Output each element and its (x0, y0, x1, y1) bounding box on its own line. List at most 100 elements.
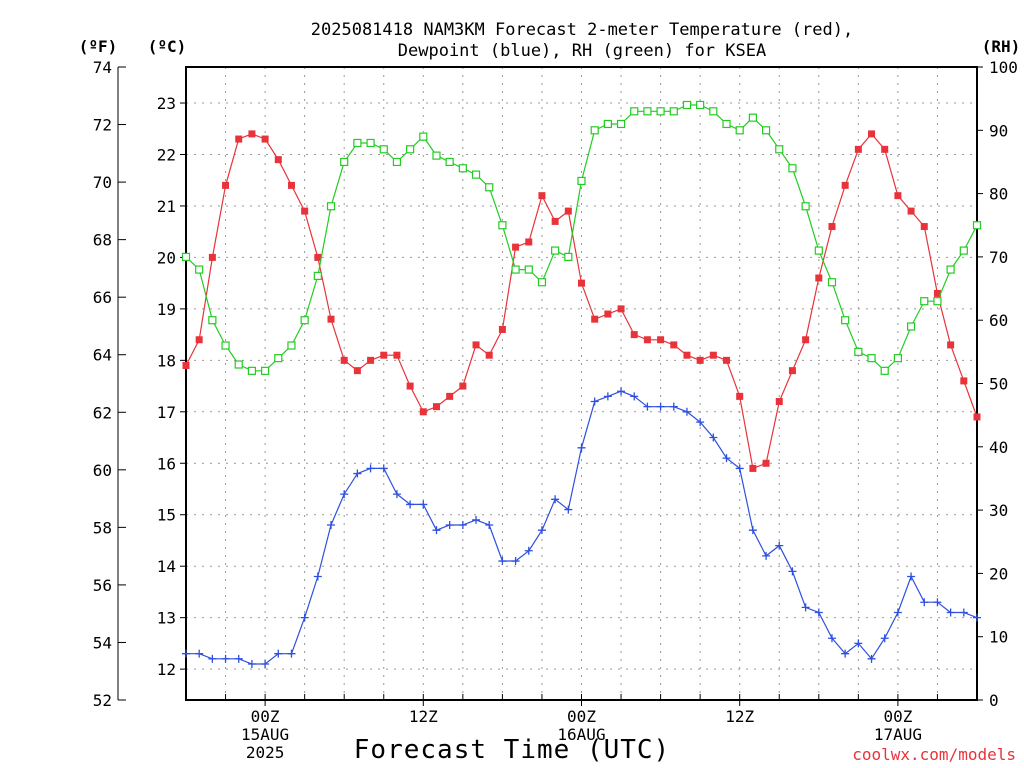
temperature-point (749, 464, 757, 472)
temperature-point (907, 207, 915, 215)
rh-point (300, 316, 309, 325)
credit-label: coolwx.com/models (852, 745, 1016, 764)
rh-point (485, 183, 494, 192)
rh-tick-label: 50 (989, 375, 1008, 394)
dewpoint-point (261, 659, 270, 668)
temperature-series (182, 130, 981, 472)
temperature-point (815, 274, 823, 282)
rh-point (775, 145, 784, 154)
x-tick-label: 00Z (883, 707, 912, 726)
dewpoint-point (472, 515, 481, 524)
rh-point (906, 322, 916, 331)
rh-point (221, 341, 230, 350)
dewpoint-point (445, 521, 454, 530)
rh-point (419, 132, 428, 141)
dewpoint-point (762, 551, 771, 560)
rh-point (603, 119, 612, 129)
temperature-point (446, 392, 454, 400)
rh-point (748, 113, 757, 122)
temperature-point (498, 325, 506, 333)
temperature-point (301, 207, 309, 215)
dewpoint-point (313, 572, 322, 581)
fahrenheit-tick-label: 66 (93, 288, 112, 307)
temperature-point (933, 289, 941, 297)
x-axis-title: Forecast Time (UTC) (354, 735, 670, 765)
dewpoint-point (274, 649, 283, 658)
x-tick-label: 17AUG (874, 725, 922, 744)
rh-unit-label: (RH) (982, 37, 1021, 56)
chart-title-line-1: 2025081418 NAM3KM Forecast 2-meter Tempe… (311, 20, 853, 40)
rh-point (353, 138, 362, 148)
dewpoint-point (458, 521, 467, 530)
dewpoint-point (748, 526, 757, 535)
dewpoint-point (327, 521, 336, 530)
dewpoint-series (182, 387, 981, 668)
dewpoint-point (735, 464, 744, 473)
temperature-point (604, 310, 612, 318)
temperature-point (512, 243, 520, 251)
celsius-tick-label: 23 (157, 94, 176, 113)
rh-point (761, 126, 771, 135)
fahrenheit-tick-label: 58 (93, 518, 112, 537)
dewpoint-point (379, 464, 388, 473)
rh-point (551, 246, 560, 255)
temperature-point (881, 145, 889, 153)
dewpoint-point (537, 526, 546, 535)
temperature-point (617, 305, 625, 313)
fahrenheit-tick-label: 72 (93, 116, 112, 135)
temperature-point (802, 336, 810, 344)
rh-point (972, 221, 982, 230)
rh-tick-label: 100 (989, 58, 1018, 77)
rh-line (185, 104, 978, 372)
dewpoint-point (959, 608, 968, 617)
rh-point (208, 316, 217, 325)
fahrenheit-tick-label: 62 (93, 403, 112, 422)
rh-point (643, 107, 652, 116)
rh-tick-label: 40 (989, 438, 1008, 457)
axes: 52 54 56 58 60 62 64 66 68 70 72 74 12 13 14 15 16 17 18 19… (93, 58, 1018, 710)
temperature-point (287, 181, 295, 189)
dewpoint-point (208, 654, 217, 663)
temperature-point (828, 223, 836, 231)
rh-point (801, 202, 810, 211)
celsius-tick-label: 15 (157, 506, 176, 525)
rh-point (577, 176, 586, 186)
rh-point (261, 366, 270, 375)
rh-point (406, 145, 415, 154)
data-series (181, 100, 982, 668)
dewpoint-point (511, 557, 520, 566)
temperature-point (723, 356, 731, 364)
temperature-point (261, 135, 269, 143)
dewpoint-point (221, 654, 230, 663)
rh-point (722, 119, 731, 129)
temperature-point (274, 156, 282, 164)
rh-point (181, 252, 191, 261)
dewpoint-point (801, 603, 810, 612)
rh-point (274, 354, 283, 363)
fahrenheit-tick-label: 70 (93, 173, 112, 192)
dewpoint-point (419, 500, 428, 509)
rh-point (458, 164, 467, 173)
temperature-point (406, 382, 414, 390)
rh-point (340, 157, 349, 167)
rh-point (920, 297, 929, 306)
dewpoint-point (722, 454, 731, 463)
dewpoint-point (340, 490, 349, 499)
temperature-point (775, 398, 783, 406)
rh-point (511, 265, 520, 274)
temperature-point (432, 403, 440, 411)
x-tick-label: 2025 (246, 743, 285, 762)
temperature-point (327, 315, 335, 323)
rh-tick-label: 90 (989, 121, 1008, 140)
celsius-unit-label: (ºC) (148, 37, 187, 56)
rh-tick-label: 30 (989, 501, 1008, 520)
rh-point (696, 100, 705, 110)
temperature-point (248, 130, 256, 138)
x-tick-label: 15AUG (241, 725, 289, 744)
grid-lines (186, 67, 977, 700)
fahrenheit-tick-label: 64 (93, 346, 112, 365)
temperature-point (367, 356, 375, 364)
dewpoint-point (682, 407, 691, 416)
fahrenheit-tick-label: 74 (93, 58, 112, 77)
